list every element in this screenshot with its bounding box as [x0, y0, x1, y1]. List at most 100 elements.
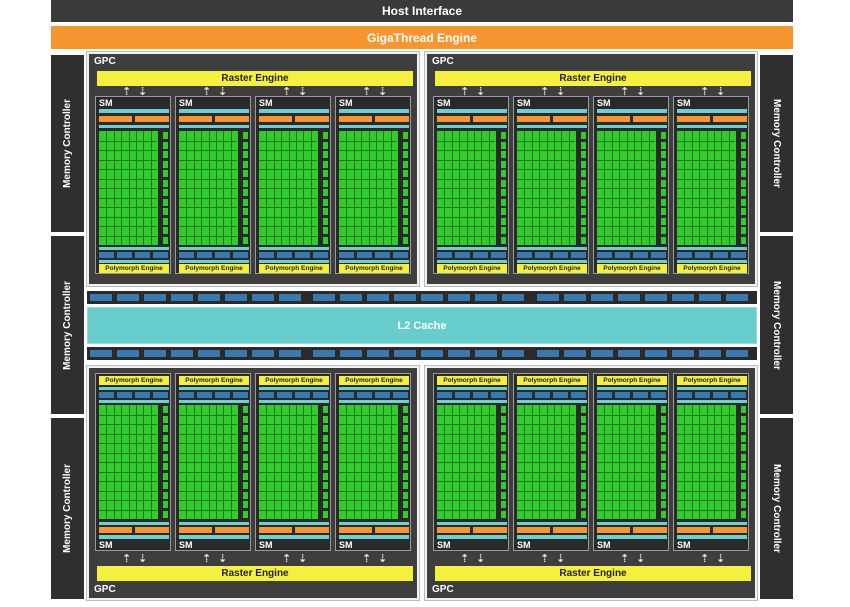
memory-controller-left-bottom: Memory Controller	[51, 418, 84, 599]
streaming-multiprocessor: SM Polymorph Engine	[593, 96, 669, 274]
sfu-unit	[741, 217, 746, 225]
register-file	[179, 522, 249, 525]
texture-unit	[117, 392, 132, 398]
sfu-unit	[581, 141, 586, 149]
warp-scheduler	[473, 527, 507, 533]
sfu-unit	[163, 434, 168, 442]
sfu-unit	[163, 501, 168, 508]
sfu-unit	[581, 217, 586, 225]
instruction-cache	[179, 109, 249, 113]
core-divider	[437, 207, 495, 208]
load-store-cell	[617, 294, 640, 301]
raster-engine: Raster Engine	[97, 566, 413, 581]
sfu-column	[398, 131, 409, 245]
streaming-multiprocessor: SM Polymorph Engine	[175, 96, 251, 274]
texture-unit	[197, 392, 212, 398]
streaming-multiprocessor: Polymorph Engine SM	[433, 373, 509, 551]
texture-unit	[633, 252, 648, 258]
core-divider	[677, 424, 735, 425]
core-divider	[677, 414, 735, 416]
core-divider	[437, 235, 495, 237]
core-divider	[99, 235, 157, 237]
texture-unit	[375, 252, 390, 258]
core-divider	[597, 150, 655, 151]
sfu-unit	[741, 425, 746, 432]
core-divider	[99, 471, 157, 473]
core-divider	[339, 226, 397, 227]
core-divider	[437, 178, 495, 180]
up-arrow-icon: ⇡	[122, 553, 132, 565]
load-store-cell	[252, 294, 274, 301]
core-divider	[677, 443, 735, 444]
polymorph-engine: Polymorph Engine	[259, 376, 329, 385]
warp-scheduler	[677, 527, 710, 533]
warp-scheduler	[517, 116, 550, 122]
warp-scheduler	[375, 116, 409, 122]
load-store-cell	[725, 294, 748, 301]
sfu-unit	[581, 227, 586, 234]
sfu-unit	[243, 491, 248, 499]
sfu-unit	[741, 453, 746, 461]
sfu-unit	[323, 198, 328, 206]
sfu-unit	[403, 463, 408, 470]
sfu-unit	[403, 189, 408, 196]
texture-unit	[473, 392, 488, 398]
core-divider	[259, 414, 317, 416]
l2-load-store-strip-top	[87, 291, 757, 304]
core-divider	[179, 188, 237, 189]
texture-unit	[517, 392, 532, 398]
core-divider	[259, 471, 317, 473]
texture-unit	[357, 392, 372, 398]
sm-label: SM	[597, 540, 611, 550]
down-arrow-icon: ⇣	[716, 553, 726, 565]
register-file	[517, 125, 587, 128]
texture-unit	[153, 252, 168, 258]
sfu-unit	[581, 501, 586, 508]
load-store-cell	[698, 294, 721, 301]
core-divider	[259, 452, 317, 454]
sfu-unit	[501, 179, 506, 187]
texture-unit	[233, 252, 248, 258]
sfu-unit	[403, 406, 408, 413]
load-store-cell	[394, 294, 417, 301]
register-file	[437, 125, 507, 128]
sfu-unit	[741, 227, 746, 234]
texture-unit	[517, 252, 532, 258]
interconnect	[597, 247, 667, 250]
load-store-cell	[590, 294, 613, 301]
sfu-unit	[323, 236, 328, 244]
warp-scheduler	[339, 116, 372, 122]
memory-controller-left-middle: Memory Controller	[51, 236, 84, 414]
sfu-column	[398, 405, 409, 519]
core-divider	[517, 235, 575, 237]
sfu-unit	[661, 491, 666, 499]
polymorph-engine: Polymorph Engine	[437, 376, 507, 385]
sfu-unit	[163, 198, 168, 206]
sfu-unit	[323, 227, 328, 234]
sfu-unit	[243, 472, 248, 480]
sfu-unit	[501, 141, 506, 149]
streaming-multiprocessor: SM Polymorph Engine	[673, 96, 749, 274]
sfu-unit	[581, 453, 586, 461]
sfu-unit	[661, 425, 666, 432]
core-divider	[99, 140, 157, 142]
texture-unit	[357, 252, 372, 258]
sfu-column	[736, 131, 747, 245]
sfu-unit	[581, 160, 586, 168]
core-divider	[99, 207, 157, 208]
core-divider	[677, 169, 735, 170]
texture-unit	[295, 252, 310, 258]
sfu-column	[496, 131, 507, 245]
instruction-cache	[517, 109, 587, 113]
sfu-unit	[323, 510, 328, 518]
sfu-unit	[403, 425, 408, 432]
load-store-cell	[421, 350, 444, 357]
texture-unit	[553, 392, 568, 398]
core-divider	[517, 226, 575, 227]
texture-unit	[179, 252, 194, 258]
sfu-unit	[581, 170, 586, 177]
core-divider	[259, 140, 317, 142]
sfu-unit	[163, 151, 168, 158]
sfu-unit	[163, 453, 168, 461]
texture-unit	[677, 252, 692, 258]
